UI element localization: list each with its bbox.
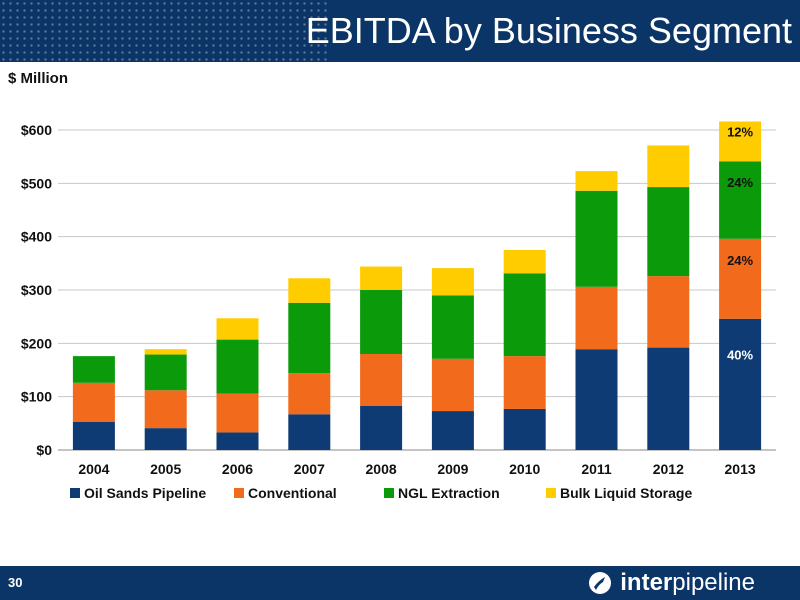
x-tick-label: 2006: [222, 461, 253, 477]
bar-segment: [360, 405, 403, 450]
legend-label: Oil Sands Pipeline: [84, 485, 206, 501]
bar-segment: [719, 161, 762, 239]
x-tick-label: 2011: [581, 461, 612, 477]
bar-segment: [503, 356, 546, 409]
bar-segment: [72, 421, 115, 450]
y-tick-label: $400: [21, 229, 52, 245]
bar-segment: [144, 390, 187, 429]
x-tick-label: 2010: [509, 461, 540, 477]
bar-segment: [575, 349, 618, 450]
bar-segment: [288, 302, 331, 374]
bar-segment: [647, 276, 690, 348]
header-bar: EBITDA by Business Segment: [0, 0, 800, 62]
y-tick-label: $300: [21, 282, 52, 298]
slide-title: EBITDA by Business Segment: [305, 10, 792, 51]
bar-segment: [431, 268, 474, 296]
dot-pattern: [0, 0, 330, 62]
bar-segment: [288, 278, 331, 303]
bar-segment: [503, 273, 546, 357]
company-logo: interpipeline: [588, 569, 755, 597]
data-label: 12%: [727, 125, 753, 140]
bar-segment: [503, 408, 546, 450]
bar-segment: [144, 354, 187, 391]
data-label: 40%: [727, 348, 753, 363]
bar-segment: [575, 171, 618, 191]
logo-text-pipeline: pipeline: [672, 569, 755, 596]
legend-swatch: [384, 488, 394, 498]
bar-segment: [503, 250, 546, 274]
bar-segment: [216, 318, 259, 340]
bar-segment: [647, 347, 690, 450]
logo-text-inter: inter: [620, 569, 673, 596]
bar-segment: [360, 354, 403, 406]
legend-label: Conventional: [248, 485, 337, 501]
bar-segment: [719, 121, 762, 162]
stacked-bar-chart: $0 $100 $200 $300 $400 $500 $600 2004 2005 2006 20…: [21, 121, 776, 501]
x-tick-label: 2008: [366, 461, 397, 477]
unit-label: $ Million: [8, 70, 68, 87]
bar-segment: [575, 190, 618, 287]
bar-segment: [431, 358, 474, 412]
bar-segment: [144, 428, 187, 450]
bar-segment: [647, 145, 690, 188]
x-tick-label: 2004: [78, 461, 109, 477]
data-label: 24%: [727, 253, 753, 268]
bar-segment: [288, 373, 331, 415]
y-tick-label: $200: [21, 335, 52, 351]
y-tick-label: $600: [21, 122, 52, 138]
x-tick-label: 2012: [653, 461, 684, 477]
bar-segment: [719, 238, 762, 319]
legend-label: NGL Extraction: [398, 485, 500, 501]
bar-segment: [431, 411, 474, 450]
bar-segment: [288, 414, 331, 450]
logo-mark-icon: [589, 572, 612, 594]
legend-swatch: [546, 488, 556, 498]
bar-segment: [72, 356, 115, 383]
legend-swatch: [234, 488, 244, 498]
bar-segment: [216, 393, 259, 433]
data-label: 24%: [727, 175, 753, 190]
x-tick-label: 2007: [294, 461, 325, 477]
legend-label: Bulk Liquid Storage: [560, 485, 692, 501]
x-tick-label: 2005: [150, 461, 181, 477]
legend-swatch: [70, 488, 80, 498]
bar-segment: [647, 187, 690, 277]
bar-segment: [360, 290, 403, 354]
y-tick-label: $0: [36, 442, 52, 458]
bar-segment: [72, 382, 115, 422]
bar-segment: [360, 266, 403, 290]
bar-segment: [216, 432, 259, 450]
footer-bar: 30 interpipeline: [0, 566, 800, 600]
bar-segment: [144, 349, 187, 355]
x-tick-label: 2013: [725, 461, 756, 477]
y-tick-label: $100: [21, 389, 52, 405]
bar-segment: [216, 339, 259, 394]
bar-segment: [431, 295, 474, 359]
x-tick-label: 2009: [437, 461, 468, 477]
bar-segment: [719, 318, 762, 450]
bar-segment: [575, 286, 618, 350]
y-tick-label: $500: [21, 175, 52, 191]
page-number: 30: [8, 575, 23, 590]
